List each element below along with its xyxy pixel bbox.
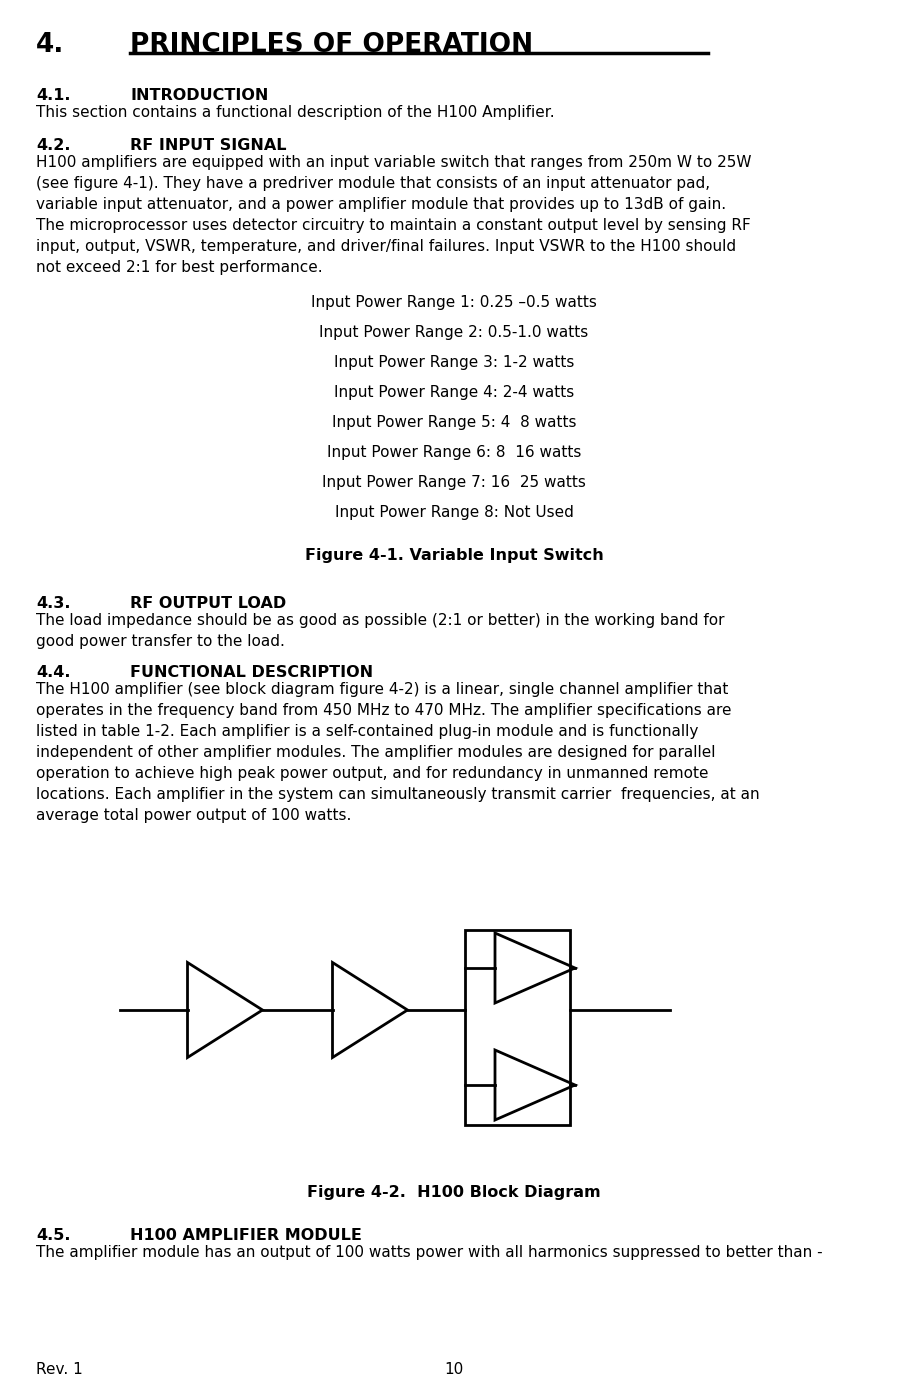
Text: PRINCIPLES OF OPERATION: PRINCIPLES OF OPERATION xyxy=(130,32,533,58)
Text: The amplifier module has an output of 100 watts power with all harmonics suppres: The amplifier module has an output of 10… xyxy=(36,1245,823,1260)
Bar xyxy=(465,930,570,1125)
Text: Figure 4-2.  H100 Block Diagram: Figure 4-2. H100 Block Diagram xyxy=(307,1184,601,1200)
Text: RF OUTPUT LOAD: RF OUTPUT LOAD xyxy=(130,596,286,611)
Text: 4.5.: 4.5. xyxy=(36,1229,71,1242)
Text: H100 amplifiers are equipped with an input variable switch that ranges from 250m: H100 amplifiers are equipped with an inp… xyxy=(36,155,752,275)
Text: Input Power Range 2: 0.5-1.0 watts: Input Power Range 2: 0.5-1.0 watts xyxy=(320,325,588,340)
Text: FUNCTIONAL DESCRIPTION: FUNCTIONAL DESCRIPTION xyxy=(130,665,373,680)
Text: Input Power Range 5: 4  8 watts: Input Power Range 5: 4 8 watts xyxy=(331,415,577,430)
Text: INTRODUCTION: INTRODUCTION xyxy=(130,88,269,104)
Text: Input Power Range 1: 0.25 –0.5 watts: Input Power Range 1: 0.25 –0.5 watts xyxy=(311,294,597,310)
Text: 4.: 4. xyxy=(36,32,64,58)
Text: 10: 10 xyxy=(444,1363,464,1376)
Text: 4.1.: 4.1. xyxy=(36,88,71,104)
Text: RF INPUT SIGNAL: RF INPUT SIGNAL xyxy=(130,138,287,153)
Text: Input Power Range 4: 2-4 watts: Input Power Range 4: 2-4 watts xyxy=(334,386,574,399)
Text: Input Power Range 7: 16  25 watts: Input Power Range 7: 16 25 watts xyxy=(322,475,586,491)
Text: The H100 amplifier (see block diagram figure 4-2) is a linear, single channel am: The H100 amplifier (see block diagram fi… xyxy=(36,681,760,824)
Text: The load impedance should be as good as possible (2:1 or better) in the working : The load impedance should be as good as … xyxy=(36,614,725,650)
Text: H100 AMPLIFIER MODULE: H100 AMPLIFIER MODULE xyxy=(130,1229,362,1242)
Text: Input Power Range 8: Not Used: Input Power Range 8: Not Used xyxy=(334,504,574,520)
Text: 4.2.: 4.2. xyxy=(36,138,71,153)
Text: Input Power Range 3: 1-2 watts: Input Power Range 3: 1-2 watts xyxy=(334,355,574,370)
Text: Figure 4-1. Variable Input Switch: Figure 4-1. Variable Input Switch xyxy=(304,549,604,562)
Text: 4.4.: 4.4. xyxy=(36,665,71,680)
Text: Rev. 1: Rev. 1 xyxy=(36,1363,83,1376)
Text: This section contains a functional description of the H100 Amplifier.: This section contains a functional descr… xyxy=(36,105,555,120)
Text: Input Power Range 6: 8  16 watts: Input Power Range 6: 8 16 watts xyxy=(327,445,581,460)
Text: 4.3.: 4.3. xyxy=(36,596,71,611)
